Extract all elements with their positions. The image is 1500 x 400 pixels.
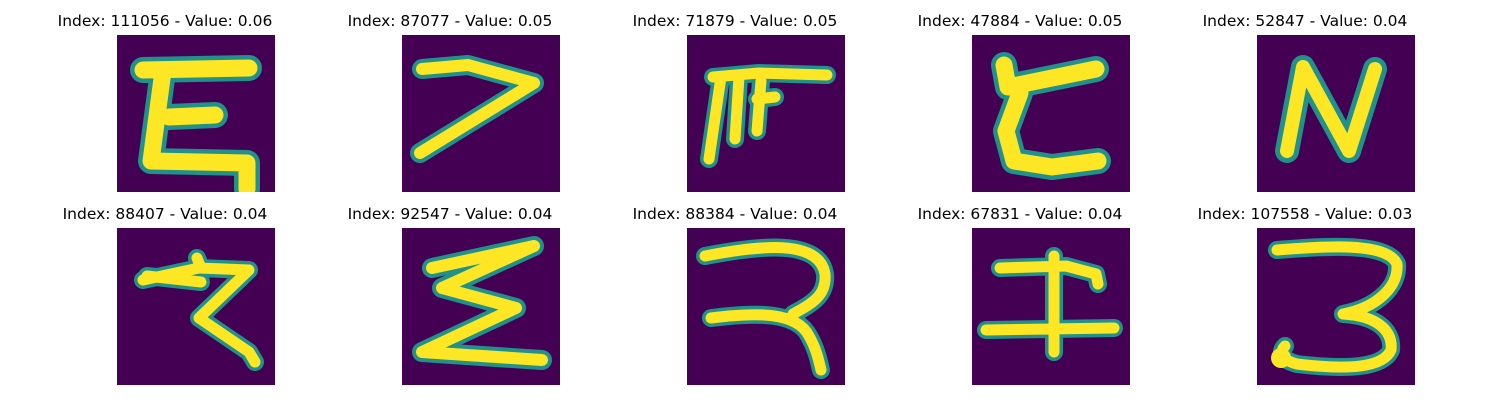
glyph-image-7 — [402, 228, 560, 385]
panel-title: Index: 67831 - Value: 0.04 — [917, 205, 1123, 223]
glyph-image-1 — [117, 35, 275, 192]
panel-10: Index: 107558 - Value: 0.03 — [1155, 193, 1455, 393]
glyph-image-10 — [1257, 228, 1415, 385]
panel-1: Index: 111056 - Value: 0.06 — [15, 0, 315, 200]
glyph-image-5 — [1257, 35, 1415, 192]
panel-4: Index: 47884 - Value: 0.05 — [870, 0, 1170, 200]
panel-title: Index: 47884 - Value: 0.05 — [917, 12, 1123, 30]
panel-2: Index: 87077 - Value: 0.05 — [300, 0, 600, 200]
panel-title: Index: 87077 - Value: 0.05 — [347, 12, 553, 30]
panel-title: Index: 92547 - Value: 0.04 — [347, 205, 553, 223]
panel-5: Index: 52847 - Value: 0.04 — [1155, 0, 1455, 200]
glyph-image-9 — [972, 228, 1130, 385]
panel-7: Index: 92547 - Value: 0.04 — [300, 193, 600, 393]
panel-title: Index: 52847 - Value: 0.04 — [1202, 12, 1408, 30]
glyph-image-6 — [117, 228, 275, 385]
glyph-image-2 — [402, 35, 560, 192]
panel-title: Index: 88407 - Value: 0.04 — [62, 205, 268, 223]
panel-8: Index: 88384 - Value: 0.04 — [585, 193, 885, 393]
glyph-image-4 — [972, 35, 1130, 192]
panel-3: Index: 71879 - Value: 0.05 — [585, 0, 885, 200]
glyph-image-8 — [687, 228, 845, 385]
glyph-image-3 — [687, 35, 845, 192]
panel-title: Index: 71879 - Value: 0.05 — [632, 12, 838, 30]
panel-title: Index: 107558 - Value: 0.03 — [1197, 205, 1413, 223]
panel-6: Index: 88407 - Value: 0.04 — [15, 193, 315, 393]
panel-9: Index: 67831 - Value: 0.04 — [870, 193, 1170, 393]
panel-title: Index: 88384 - Value: 0.04 — [632, 205, 838, 223]
panel-title: Index: 111056 - Value: 0.06 — [57, 12, 273, 30]
